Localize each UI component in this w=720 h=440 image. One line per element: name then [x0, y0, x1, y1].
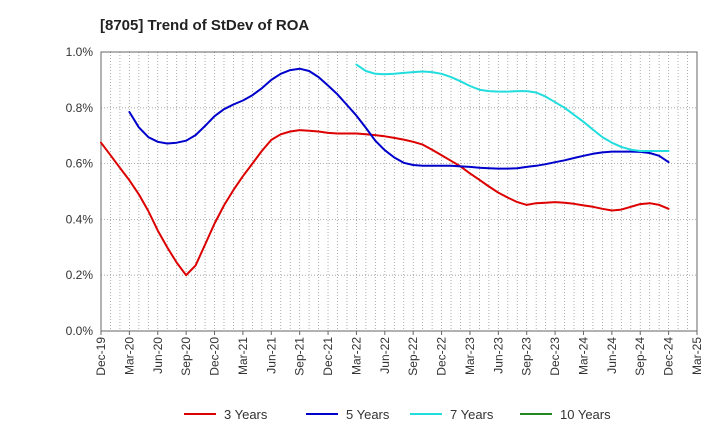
legend-label: 5 Years: [346, 407, 390, 422]
y-tick-label: 0.2%: [66, 268, 94, 282]
x-tick-label: Mar-22: [349, 337, 363, 375]
plot-background: [101, 52, 697, 331]
series-lines: [100, 63, 670, 277]
x-tick-label: Mar-20: [122, 337, 136, 375]
x-tick-label: Mar-25: [690, 337, 704, 375]
plot-border: [100, 51, 698, 332]
legend-label: 3 Years: [224, 407, 268, 422]
y-tick-label: 0.4%: [66, 212, 94, 226]
y-tick-label: 1.0%: [66, 45, 94, 59]
legend-label: 10 Years: [560, 407, 611, 422]
series-line-7-years: [355, 63, 670, 152]
x-tick-label: Jun-21: [264, 337, 278, 374]
x-tick-label: Mar-24: [576, 337, 590, 375]
x-tick-label: Dec-19: [94, 337, 108, 376]
x-tick-label: Jun-22: [378, 337, 392, 374]
plot-area: [100, 51, 698, 332]
x-tick-label: Sep-23: [520, 337, 534, 376]
x-tick-label: Dec-23: [548, 337, 562, 376]
x-tick-label: Sep-24: [633, 337, 647, 376]
x-tick-label: Mar-23: [463, 337, 477, 375]
x-tick-label: Dec-22: [435, 337, 449, 376]
x-tick-label: Dec-20: [208, 337, 222, 376]
legend-label: 7 Years: [450, 407, 494, 422]
series-line-5-years: [128, 67, 670, 170]
x-tick-label: Mar-21: [236, 337, 250, 375]
x-tick-label: Sep-22: [406, 337, 420, 376]
chart-title: [8705] Trend of StDev of ROA: [100, 17, 309, 34]
y-axis-tick-labels: 0.0% 0.2% 0.4% 0.6% 0.8% 1.0%: [66, 45, 94, 338]
x-tick-label: Jun-23: [491, 337, 505, 374]
legend-item: 10 Years: [520, 407, 611, 422]
x-tick-label: Dec-21: [321, 337, 335, 376]
legend-item: 3 Years: [184, 407, 268, 422]
legend-item: 7 Years: [410, 407, 494, 422]
x-tick-label: Sep-20: [179, 337, 193, 376]
y-tick-label: 0.0%: [66, 324, 94, 338]
x-tick-label: Sep-21: [293, 337, 307, 376]
legend-item: 5 Years: [306, 407, 390, 422]
legend: 3 Years 5 Years 7 Years 10 Years: [184, 407, 611, 422]
x-tick-label: Jun-24: [605, 337, 619, 374]
x-tick-label: Jun-20: [151, 337, 165, 374]
x-axis-tick-labels: Dec-19 Mar-20 Jun-20 Sep-20 Dec-20 Mar-21 Jun-…: [94, 331, 704, 376]
y-tick-label: 0.8%: [66, 101, 94, 115]
series-line-3-years: [100, 129, 670, 277]
y-tick-label: 0.6%: [66, 157, 94, 171]
x-tick-label: Dec-24: [662, 337, 676, 376]
